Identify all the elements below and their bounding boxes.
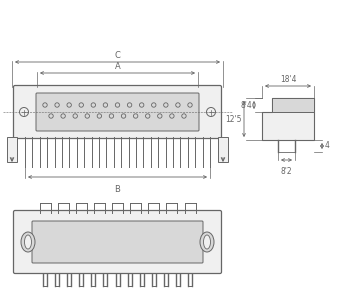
Ellipse shape bbox=[203, 235, 210, 249]
Ellipse shape bbox=[200, 232, 214, 252]
Ellipse shape bbox=[21, 232, 35, 252]
Bar bbox=[218, 137, 228, 162]
FancyBboxPatch shape bbox=[36, 93, 199, 131]
FancyBboxPatch shape bbox=[14, 211, 222, 274]
Ellipse shape bbox=[25, 235, 32, 249]
Text: 12'5: 12'5 bbox=[225, 114, 242, 124]
FancyBboxPatch shape bbox=[32, 221, 203, 263]
Text: B: B bbox=[114, 185, 120, 194]
Text: 8'2: 8'2 bbox=[281, 167, 292, 176]
Text: A: A bbox=[115, 62, 120, 71]
Text: 18'4: 18'4 bbox=[280, 75, 296, 84]
Bar bbox=[7, 137, 17, 162]
Text: 8'4: 8'4 bbox=[240, 100, 252, 110]
Text: 4: 4 bbox=[325, 142, 330, 150]
Text: C: C bbox=[114, 51, 120, 60]
Polygon shape bbox=[262, 98, 314, 140]
Polygon shape bbox=[272, 98, 314, 112]
FancyBboxPatch shape bbox=[14, 86, 222, 138]
